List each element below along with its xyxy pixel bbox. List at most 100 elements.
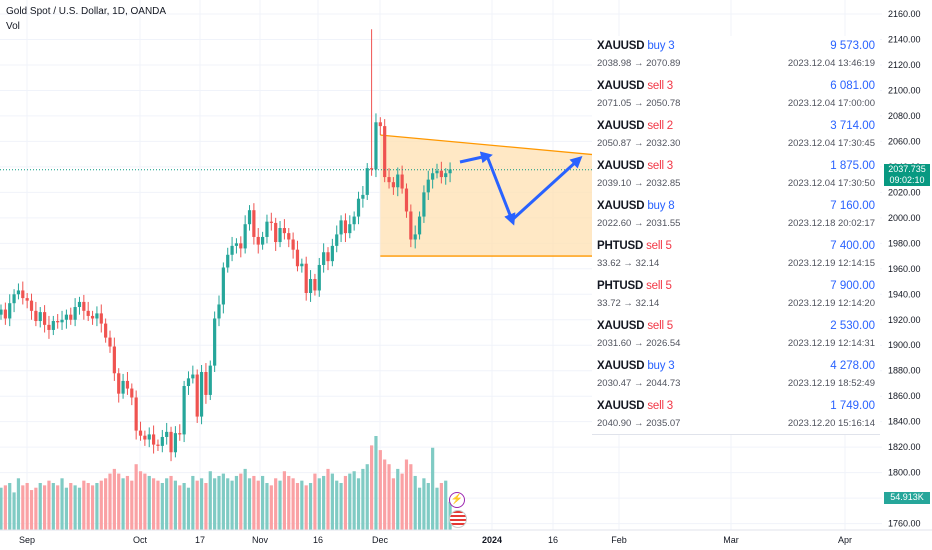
volume-bar <box>191 475 195 530</box>
volume-bar <box>186 487 191 530</box>
volume-bar <box>8 483 12 530</box>
candle-body <box>261 236 265 245</box>
trade-row[interactable]: PHTUSD sell 5 7 400.00 33.62 → 32.14 2023.1… <box>592 236 880 276</box>
price-tick-label: 1760.00 <box>888 519 921 529</box>
price-tick-label: 2060.00 <box>888 136 921 146</box>
volume-bar <box>51 483 55 530</box>
volume-bar <box>147 475 151 530</box>
us-flag-icon[interactable] <box>449 510 467 528</box>
candle-body <box>121 380 125 394</box>
candle-body <box>435 170 439 174</box>
candle-body <box>12 294 16 304</box>
candle-body <box>147 434 151 440</box>
candle-body <box>256 236 260 245</box>
candle-body <box>60 319 64 323</box>
candle-body <box>117 373 121 394</box>
price-tick-label: 2140.00 <box>888 34 921 44</box>
lightning-icon[interactable]: ⚡ <box>449 492 465 508</box>
volume-bar <box>178 485 182 530</box>
triangle-upper-line[interactable] <box>380 134 616 158</box>
volume-bar <box>413 475 417 530</box>
candle-body <box>444 173 448 178</box>
candle-body <box>239 243 243 249</box>
trade-row[interactable]: XAUUSD sell 3 6 081.00 2071.05 → 2050.78 20… <box>592 76 880 116</box>
trade-profit: 9 573.00 <box>830 40 875 52</box>
candle-body <box>247 210 252 225</box>
price-tick-label: 2000.00 <box>888 213 921 223</box>
volume-bar <box>356 478 361 530</box>
trade-profit: 1 875.00 <box>830 160 875 172</box>
candle-body <box>156 444 160 446</box>
candle-body <box>234 243 239 246</box>
volume-bar <box>60 478 64 530</box>
trade-side: sell 5 <box>647 320 674 332</box>
trade-symbol: XAUUSD sell 2 <box>597 120 674 132</box>
trade-symbol: XAUUSD buy 8 <box>597 200 675 212</box>
volume-bar <box>361 468 365 530</box>
price-tick-label: 1900.00 <box>888 340 921 350</box>
trade-row[interactable]: XAUUSD sell 3 1 875.00 2039.10 → 2032.85 20… <box>592 156 880 196</box>
volume-bar <box>121 478 125 530</box>
candle-body <box>130 388 134 398</box>
trade-timestamp: 2023.12.19 18:52:49 <box>787 378 875 389</box>
volume-bar <box>335 480 339 530</box>
candle-body <box>125 380 130 389</box>
candle-body <box>343 220 348 234</box>
trade-side: buy 3 <box>647 360 675 372</box>
candle-body <box>383 126 387 178</box>
volume-bar <box>34 487 38 530</box>
trade-price-range: 2038.98 → 2070.89 <box>597 58 681 69</box>
candle-body <box>186 378 191 387</box>
volume-bar <box>435 487 439 530</box>
candle-body <box>409 211 413 240</box>
trade-row[interactable]: PHTUSD sell 5 7 900.00 33.72 → 32.14 2023.1… <box>592 276 880 316</box>
candle-body <box>356 198 361 217</box>
forecast-arrow[interactable] <box>485 155 516 226</box>
trade-row[interactable]: XAUUSD buy 8 7 160.00 2022.60 → 2031.55 202… <box>592 196 880 236</box>
volume-bar <box>243 468 247 530</box>
trade-row[interactable]: XAUUSD sell 3 1 749.00 2040.90 → 2035.07 20… <box>592 396 880 436</box>
volume-bar <box>439 483 443 530</box>
volume-bar <box>444 480 448 530</box>
candle-body <box>86 310 90 316</box>
trade-side: buy 3 <box>647 40 675 52</box>
trade-profit: 4 278.00 <box>830 360 875 372</box>
candle-body <box>300 263 304 267</box>
trade-row[interactable]: XAUUSD sell 5 2 530.00 2031.60 → 2026.54 20… <box>592 316 880 356</box>
forecast-arrow[interactable] <box>459 151 493 164</box>
volume-bar <box>343 475 348 530</box>
trade-row[interactable]: XAUUSD sell 2 3 714.00 2050.87 → 2032.30 20… <box>592 116 880 156</box>
trade-price-range: 2022.60 → 2031.55 <box>597 218 681 229</box>
volume-bar <box>282 471 286 530</box>
trade-side: sell 3 <box>647 80 674 92</box>
volume-bar <box>195 480 199 530</box>
candle-body <box>308 278 313 294</box>
time-tick-label: Sep <box>19 535 35 545</box>
candle-body <box>217 304 221 319</box>
trade-row[interactable]: XAUUSD buy 3 4 278.00 2030.47 → 2044.73 202… <box>592 356 880 396</box>
price-tick-label: 1820.00 <box>888 442 921 452</box>
candle-body <box>25 298 29 301</box>
volume-bar <box>230 480 234 530</box>
candle-body <box>243 224 247 249</box>
volume-bar <box>204 483 208 530</box>
trade-symbol: XAUUSD sell 3 <box>597 160 674 172</box>
candle-body <box>265 221 269 237</box>
price-tick-label: 2160.00 <box>888 9 921 19</box>
trade-price-range: 33.62 → 32.14 <box>597 258 660 269</box>
triangle-pattern[interactable] <box>380 135 616 257</box>
volume-bar <box>374 436 378 530</box>
trade-row[interactable]: XAUUSD buy 3 9 573.00 2038.98 → 2070.89 202… <box>592 36 880 76</box>
volume-bar <box>143 473 147 530</box>
price-tick-label: 1940.00 <box>888 289 921 299</box>
volume-bar <box>339 483 343 530</box>
volume-bar <box>134 464 138 530</box>
volume-bar <box>160 483 164 530</box>
volume-bar <box>365 464 369 530</box>
forecast-arrow[interactable] <box>510 155 583 222</box>
chart-header: Gold Spot / U.S. Dollar, 1D, OANDA Vol <box>6 6 166 32</box>
trade-profit: 3 714.00 <box>830 120 875 132</box>
trade-side: sell 5 <box>646 240 672 252</box>
volume-bar <box>252 475 256 530</box>
